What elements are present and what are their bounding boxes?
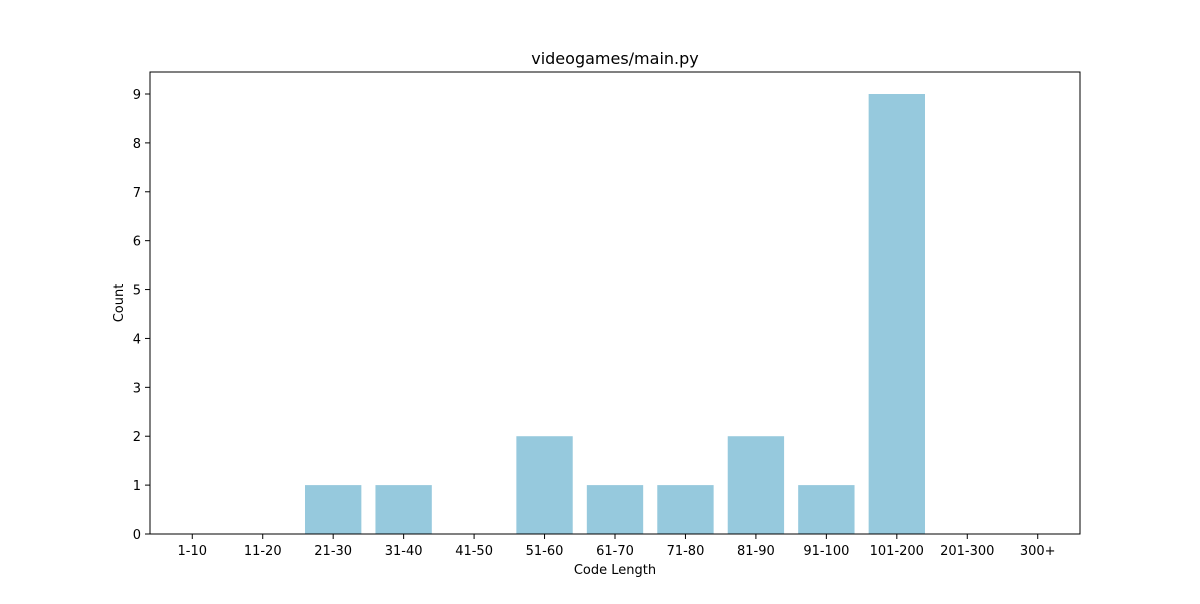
x-tick-label: 21-30 xyxy=(314,544,352,559)
chart-title: videogames/main.py xyxy=(531,49,699,68)
y-tick-label: 5 xyxy=(133,284,141,299)
x-tick-label: 51-60 xyxy=(526,544,564,559)
y-tick-label: 0 xyxy=(133,528,141,543)
y-tick-label: 6 xyxy=(133,235,141,250)
bar-51-60 xyxy=(516,436,573,534)
y-tick-label: 1 xyxy=(133,479,141,494)
y-tick-label: 4 xyxy=(133,332,141,347)
bar-31-40 xyxy=(375,485,432,534)
x-tick-label: 71-80 xyxy=(667,544,705,559)
x-tick-label: 300+ xyxy=(1020,544,1056,559)
y-axis-label: Count xyxy=(112,284,127,323)
x-tick-label: 11-20 xyxy=(244,544,282,559)
y-tick-label: 8 xyxy=(133,137,141,152)
y-tick-label: 3 xyxy=(133,381,141,396)
y-tick-label: 7 xyxy=(133,186,141,201)
x-tick-label: 31-40 xyxy=(385,544,423,559)
x-axis-ticks: 1-10 11-20 21-30 31-40 41-50 51-60 61-70 71-80 8… xyxy=(178,534,1056,559)
y-tick-label: 9 xyxy=(133,88,141,103)
bar-61-70 xyxy=(586,485,644,534)
x-tick-label: 101-200 xyxy=(870,544,924,559)
y-axis-ticks: 0 1 2 3 4 5 6 7 8 9 xyxy=(133,88,150,543)
x-tick-label: 41-50 xyxy=(455,544,493,559)
x-axis-label: Code Length xyxy=(574,563,656,578)
bar-101-200 xyxy=(868,94,925,534)
x-tick-label: 201-300 xyxy=(940,544,994,559)
bar-21-30 xyxy=(305,485,362,534)
bar-71-80 xyxy=(657,485,714,534)
bar-81-90 xyxy=(727,436,785,534)
x-tick-label: 91-100 xyxy=(803,544,849,559)
plot-frame xyxy=(149,71,1081,535)
x-tick-label: 61-70 xyxy=(596,544,634,559)
y-tick-label: 2 xyxy=(133,430,141,445)
x-tick-label: 81-90 xyxy=(737,544,775,559)
bar-91-100 xyxy=(798,485,855,534)
x-tick-label: 1-10 xyxy=(178,544,208,559)
bars-group xyxy=(305,94,925,534)
